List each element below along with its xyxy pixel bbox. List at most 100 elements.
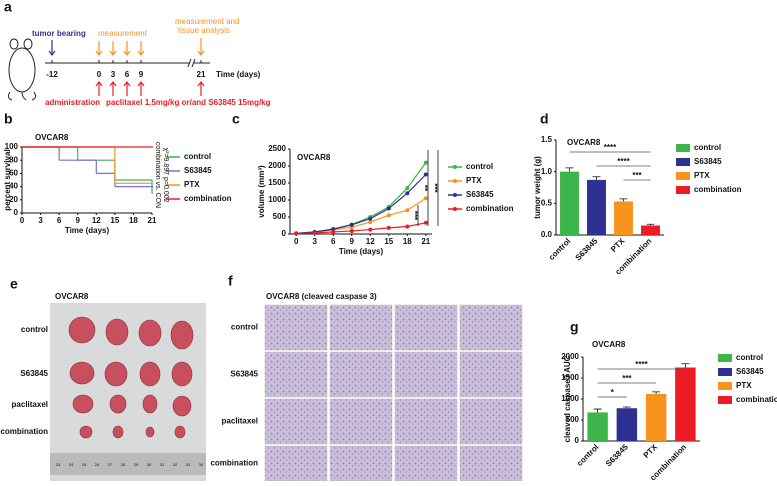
legend-label: PTX: [184, 180, 200, 189]
micrograph: [459, 445, 523, 482]
y-tick-label: 1500: [268, 178, 286, 187]
arrow-head: [197, 50, 205, 56]
legend-swatch: [676, 172, 690, 180]
y-axis-label: tumor weight (g): [533, 156, 542, 219]
x-tick-label: 15: [384, 237, 393, 246]
x-tick-label: 21: [148, 216, 157, 225]
legend-swatch: [676, 158, 690, 166]
micrograph: [394, 304, 458, 351]
data-point: [368, 227, 373, 232]
data-point: [423, 196, 428, 201]
arrow-head: [48, 50, 56, 56]
arrow-head: [109, 50, 117, 56]
bar: [645, 393, 667, 441]
series-line: [296, 162, 427, 234]
legend-label: control: [694, 143, 721, 152]
arrow-head: [95, 50, 103, 56]
x-tick-label: PTX: [609, 236, 627, 254]
panel-label: a: [4, 0, 12, 15]
legend-swatch: [718, 382, 732, 390]
significance-label: *: [611, 388, 615, 397]
ruler-number: 23: [56, 462, 61, 467]
legend-label: control: [736, 353, 763, 362]
bar: [587, 412, 608, 441]
legend-swatch: [718, 354, 732, 362]
y-axis-label: percent survival: [3, 149, 12, 210]
legend-marker: [453, 207, 457, 211]
x-tick-label: 12: [366, 237, 375, 246]
bar: [614, 201, 633, 235]
ruler-number: 32: [173, 462, 178, 467]
significance-label: ****: [635, 360, 648, 369]
legend-label: PTX: [466, 176, 482, 185]
micrograph: [264, 304, 328, 351]
x-tick-label: 3: [312, 237, 317, 246]
micrograph: [264, 445, 328, 482]
data-point: [405, 191, 410, 196]
micrograph: [329, 398, 393, 445]
y-tick-label: 0: [575, 436, 580, 445]
error-bar: [592, 176, 601, 180]
panel-label: e: [10, 276, 18, 292]
data-point: [423, 160, 428, 165]
legend-label: S63845: [466, 190, 494, 199]
micrograph: [264, 351, 328, 398]
timeline-label: administration: [45, 98, 100, 107]
y-tick-label: 0.5: [541, 198, 553, 207]
ruler-number: 27: [108, 462, 113, 467]
error-bar: [622, 406, 631, 409]
ruler-number: 33: [186, 462, 191, 467]
y-axis-label: volume (mm³): [257, 165, 266, 218]
chart-title: OVCAR8: [297, 153, 331, 162]
legend-label: combination: [694, 185, 742, 194]
timeline-label: measurement: [98, 29, 148, 38]
significance-label: ****: [604, 143, 617, 152]
row-label: S63845: [20, 369, 48, 378]
legend-label: combination: [466, 204, 514, 213]
micrograph: [329, 304, 393, 351]
arrow-head: [109, 81, 117, 87]
legend-marker: [453, 179, 457, 183]
data-point: [312, 230, 317, 235]
chart-title: OVCAR8: [592, 340, 626, 349]
legend-label: PTX: [694, 171, 710, 180]
x-tick-label: 18: [129, 216, 138, 225]
photo-title: OVCAR8: [55, 292, 89, 301]
x-axis-label: Time (days): [65, 226, 110, 235]
annotation: χ²=9.897 p=0.002: [162, 147, 169, 202]
y-tick-label: 40: [9, 182, 18, 191]
micrograph: [394, 351, 458, 398]
timeline-label: Time (days): [216, 70, 261, 79]
micrograph: [459, 398, 523, 445]
arrow-head: [123, 81, 131, 87]
mouse-icon: [7, 38, 37, 101]
significance-label: ***: [430, 183, 439, 193]
data-point: [423, 172, 428, 177]
y-tick-label: 2000: [268, 161, 286, 170]
y-tick-label: 20: [9, 195, 18, 204]
legend-label: combination: [184, 194, 232, 203]
x-tick-label: 0: [20, 216, 25, 225]
legend-swatch: [718, 368, 732, 376]
legend-swatch: [676, 186, 690, 194]
error-bar: [593, 408, 602, 413]
panel-label: c: [232, 111, 240, 127]
y-tick-label: 80: [9, 155, 18, 164]
data-point: [368, 220, 373, 225]
timeline-label: tissue analysis: [178, 26, 230, 35]
legend-label: S63845: [184, 166, 212, 175]
legend-label: control: [466, 162, 493, 171]
row-label: combination: [210, 459, 258, 468]
panel-label: b: [4, 111, 13, 127]
timeline-label: tumor bearing: [32, 29, 86, 38]
y-tick-label: 1.0: [541, 167, 553, 176]
x-tick-label: 15: [110, 216, 119, 225]
ruler-number: 31: [160, 462, 165, 467]
timeline-day: 3: [111, 70, 116, 79]
data-point: [405, 186, 410, 191]
annotation: combination vs. CON: [154, 142, 161, 208]
data-point: [349, 222, 354, 227]
micrograph: [394, 445, 458, 482]
data-point: [368, 216, 373, 221]
